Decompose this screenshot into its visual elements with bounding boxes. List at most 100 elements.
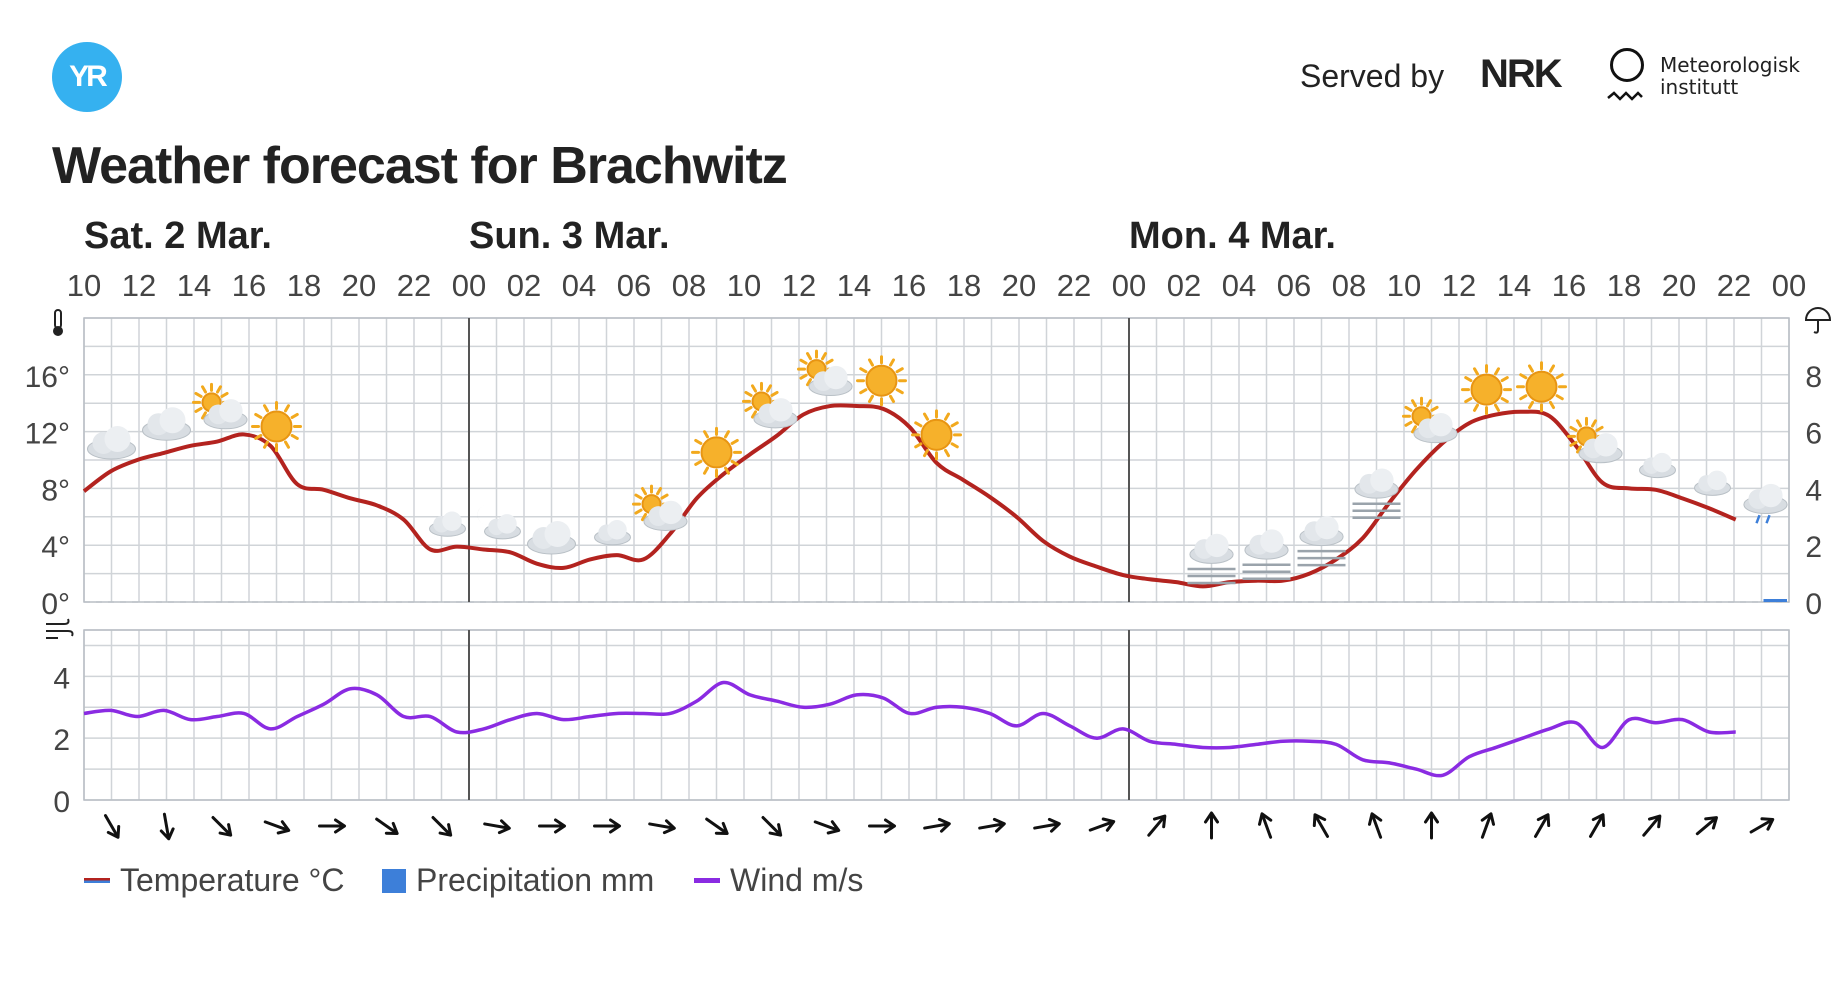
- x-tick-label: 10: [727, 268, 761, 303]
- sun-ray: [806, 378, 812, 387]
- sun-ray: [1473, 403, 1479, 412]
- legend-precipitation-label: Precipitation mm: [416, 862, 655, 898]
- cloud-puff: [659, 500, 683, 525]
- sun-icon: [1461, 364, 1512, 416]
- x-tick-label: 02: [507, 268, 541, 303]
- x-tick-label: 12: [122, 268, 156, 303]
- x-tick-label: 18: [287, 268, 321, 303]
- sun-ray: [944, 448, 950, 458]
- x-tick-label: 20: [1662, 268, 1696, 303]
- cloud-puff: [1370, 468, 1394, 492]
- wind-arrow-head: [1591, 813, 1606, 828]
- wind-direction-arrow: [1589, 813, 1606, 838]
- moon-icon: [1036, 500, 1051, 529]
- wind-arrow-shaft: [1480, 815, 1492, 839]
- cloud-puff: [1260, 529, 1284, 553]
- sun-ray: [859, 367, 868, 374]
- wind-arrow-shaft: [162, 812, 170, 838]
- wind-arrow-shaft: [705, 817, 727, 834]
- wind-arrow-head: [1367, 812, 1383, 826]
- x-tick-label: 22: [1717, 268, 1751, 303]
- wind-direction-arrow: [1534, 813, 1551, 838]
- moon-icon: [1091, 526, 1106, 555]
- sun-ray: [1404, 420, 1413, 427]
- temp-tick-label: 12°: [25, 418, 70, 451]
- legend-precipitation: Precipitation mm: [382, 862, 654, 899]
- wind-arrow-head: [937, 817, 951, 833]
- wind-direction-arrow: [923, 817, 951, 833]
- sun-ray: [1555, 394, 1564, 401]
- sun-ray: [641, 512, 647, 522]
- wind-arrow-head: [218, 823, 233, 837]
- sun-ray: [1549, 364, 1555, 373]
- sun-ray: [194, 406, 203, 413]
- precip-tick-label: 8: [1805, 361, 1822, 394]
- legend-temperature-swatch: [84, 878, 110, 883]
- precip-tick-label: 6: [1805, 418, 1822, 451]
- wind-direction-arrow: [1367, 812, 1383, 839]
- x-tick-label: 22: [1057, 268, 1091, 303]
- wind-arrow-head: [334, 818, 346, 834]
- sun-ray: [821, 352, 827, 361]
- x-tick-label: 12: [782, 268, 816, 303]
- sun-ray: [923, 412, 929, 421]
- wind-arrow-head: [1312, 813, 1327, 828]
- wind-direction-arrow: [1695, 816, 1718, 836]
- temp-tick-label: 4°: [41, 531, 70, 564]
- umbrella-icon-handle: [1813, 320, 1819, 334]
- sun-ray: [724, 430, 730, 439]
- wind-tick-label: 0: [53, 786, 70, 819]
- wind-direction-arrow: [431, 816, 453, 837]
- nrk-logo[interactable]: NRK: [1480, 52, 1563, 96]
- yr-logo[interactable]: YR: [52, 42, 122, 112]
- fog-icon: [1242, 529, 1291, 580]
- partly-cloudy-night-icon: [1632, 443, 1676, 479]
- sun-ray: [895, 367, 904, 374]
- sun-ray: [284, 440, 290, 449]
- sun-icon: [911, 409, 962, 461]
- wind-direction-arrow: [1147, 814, 1167, 837]
- sun-ray: [944, 412, 950, 421]
- fog-icon: [1297, 515, 1346, 567]
- sun-ray: [1494, 367, 1500, 376]
- wind-arrow-shaft: [648, 822, 673, 830]
- temp-panel-frame: [83, 317, 1790, 603]
- x-tick-label: 00: [1772, 268, 1806, 303]
- cloudy-icon: [87, 425, 136, 460]
- wind-arrow-head: [1152, 814, 1167, 829]
- sun-ray: [1576, 445, 1582, 454]
- wind-arrow-shaft: [1261, 815, 1273, 839]
- moon-crescent: [321, 450, 336, 479]
- sun-ray: [889, 394, 895, 403]
- moon-crescent: [1146, 538, 1161, 567]
- sun-ray: [1555, 373, 1564, 380]
- sun-ray: [290, 412, 299, 419]
- wind-arrow-shaft: [431, 816, 451, 835]
- wind-arrow-shaft: [1147, 816, 1165, 837]
- precip-tick-label: 0: [1805, 588, 1822, 621]
- umbrella-icon-canopy: [1804, 307, 1832, 321]
- sun-ray: [201, 411, 207, 420]
- wind-arrow-shaft: [104, 814, 118, 837]
- sun-ray: [254, 433, 263, 440]
- sun-ray: [770, 390, 779, 397]
- met-institute-name[interactable]: Meteorologisk institutt: [1660, 54, 1800, 98]
- wind-direction-arrow: [375, 817, 399, 835]
- wind-direction-arrow: [868, 818, 896, 834]
- temp-tick-label: 16°: [25, 361, 70, 394]
- x-tick-label: 16: [232, 268, 266, 303]
- wind-direction-arrow: [813, 820, 841, 835]
- sun-ray: [1404, 405, 1413, 412]
- page-title: Weather forecast for Brachwitz: [52, 137, 788, 195]
- day-label: Mon. 4 Mar.: [1129, 215, 1336, 257]
- x-tick-label: 14: [1497, 268, 1531, 303]
- wind-arrow-head: [276, 820, 291, 835]
- wind-tick-label: 4: [53, 662, 70, 695]
- x-tick-label: 20: [342, 268, 376, 303]
- wind-direction-arrow: [978, 817, 1006, 833]
- sun-ray: [914, 442, 923, 449]
- sun-ray: [290, 433, 299, 440]
- wind-arrow-shaft: [1749, 819, 1772, 834]
- wind-arrow-head: [884, 818, 896, 834]
- met-name-line1: Meteorologisk: [1660, 53, 1801, 77]
